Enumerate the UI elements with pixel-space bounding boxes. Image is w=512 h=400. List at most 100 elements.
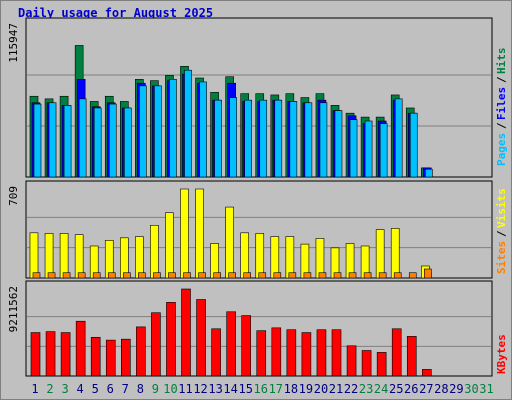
x-tick-label: 18 [284,382,298,396]
x-tick-label: 19 [299,382,313,396]
x-tick-label: 12 [193,382,207,396]
kbytes-bar [286,329,297,377]
x-tick-label: 8 [137,382,144,396]
pages-bar [63,105,72,178]
visits-bar [315,238,325,279]
kbytes-bar [346,345,357,377]
kbytes-bar [196,299,206,377]
sites-bar [153,272,161,279]
x-tick-label: 17 [269,382,283,396]
kbytes-bar [151,312,161,377]
visits-bar [29,232,39,279]
x-tick-label: 27 [419,382,433,396]
kbytes-bar [241,315,251,377]
hits-legend-files: Files [495,87,508,120]
sites-bar [318,272,327,279]
hits-legend-pages: Pages [495,133,508,166]
pages-bar [154,85,162,178]
pages-bar [364,120,373,178]
sites-bar [123,272,131,279]
x-tick-label: 1 [31,382,38,396]
kbytes-bar [271,327,282,377]
visits-bar [150,224,159,279]
visits-bar [44,233,54,279]
sites-bar [348,272,357,279]
x-tick-label: 26 [404,382,418,396]
pages-bar [199,81,207,178]
hits-legend-hits: Hits [495,48,508,75]
x-tick-label: 22 [344,382,358,396]
x-tick-label: 31 [479,382,493,396]
visits-bar [59,233,69,279]
visits-bar [240,232,249,279]
visits-bar [270,236,280,279]
kbytes-bar [361,350,372,377]
visits-bar [285,236,295,279]
visits-bar [165,212,174,279]
x-tick-label: 30 [464,382,478,396]
kbytes-bar [181,288,191,377]
sites-bar [77,272,86,279]
x-tick-label: 15 [238,382,252,396]
sites-bar [363,272,372,279]
kbytes-bar [60,332,71,377]
sites-bar [423,268,432,279]
kbytes-bar [211,328,221,377]
pages-bar [334,110,343,178]
sites-bar [333,272,342,279]
kbytes-bar [391,328,402,377]
pages-bar [289,101,298,178]
visits-bar [195,188,204,279]
pages-bar [124,107,132,178]
sites-bar [258,272,267,279]
sites-bar [303,272,312,279]
kbytes-bar [331,329,342,377]
pages-bar [214,99,222,178]
x-tick-label: 7 [122,382,129,396]
pages-bar [229,97,237,178]
pages-bar [48,102,57,178]
visits-bar [375,229,385,279]
kbytes-bar [226,311,236,377]
kbytes-bar [316,329,327,377]
kbytes-bar [90,336,101,377]
visits-bar [120,237,129,279]
pages-bar [139,85,147,178]
kbytes-bar [421,369,432,377]
kbytes-bar [301,332,312,377]
sites-bar [62,272,71,279]
x-tick-label: 29 [449,382,463,396]
kbytes-bar [376,352,387,377]
pages-bar [93,107,102,178]
sites-bar [47,272,56,279]
x-tick-label: 9 [152,382,159,396]
pages-bar [409,112,418,178]
hits-legend-separator: / [495,76,508,83]
x-tick-label: 4 [77,382,84,396]
x-tick-label: 11 [178,382,192,396]
pages-bar [274,99,283,178]
pages-bar [244,99,252,178]
visits-bar [180,188,189,279]
kbytes-ymax-label: 9211562 [7,286,20,332]
x-tick-label: 10 [163,382,177,396]
sites-bar [228,272,236,279]
sites-bar [107,272,116,279]
sites-bar [408,272,417,279]
kbytes-legend-kbytes: KBytes [495,334,508,374]
visits-bar [390,228,400,279]
x-tick-label: 6 [107,382,114,396]
kbytes-bar [121,338,131,377]
kbytes-bar [406,336,417,377]
kbytes-bar [75,320,86,377]
x-tick-label: 20 [314,382,328,396]
x-tick-label: 25 [389,382,403,396]
sites-bar [138,272,146,279]
pages-bar [379,123,388,178]
x-tick-label: 24 [374,382,388,396]
sites-bar [393,272,402,279]
pages-bar [394,98,403,178]
x-tick-label: 16 [254,382,268,396]
kbytes-bar [256,330,267,377]
pages-bar [424,168,433,178]
